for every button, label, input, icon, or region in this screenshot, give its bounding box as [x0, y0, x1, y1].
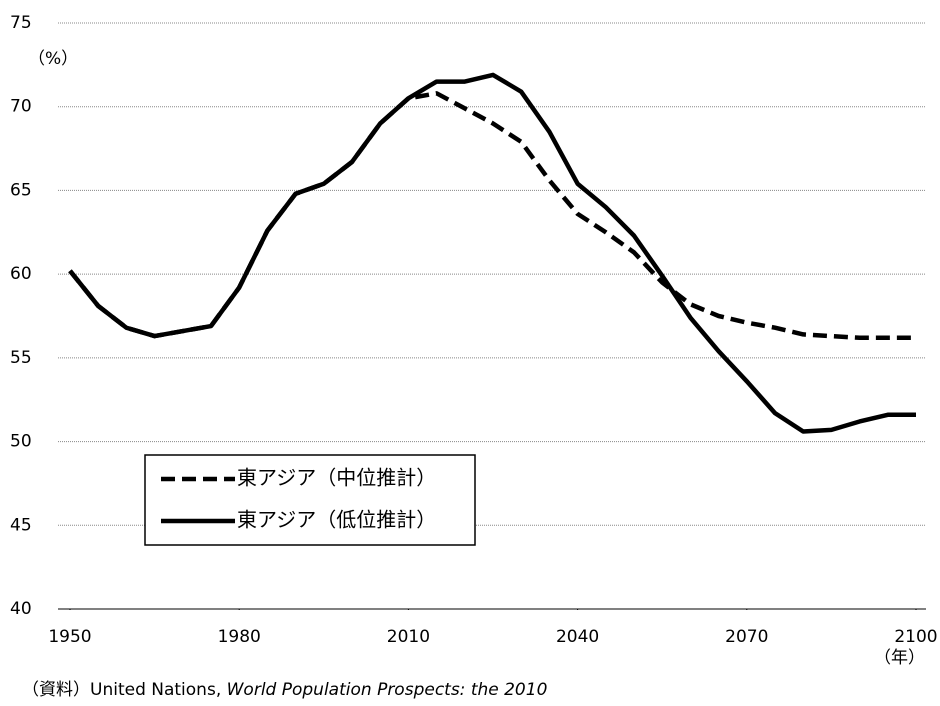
x-tick-label: 1980: [218, 627, 261, 647]
x-tick-label: 1950: [48, 627, 91, 647]
x-tick-label: 2070: [725, 627, 768, 647]
source-title: World Population Prospects: the 2010: [227, 680, 548, 700]
y-tick-label: 50: [10, 432, 32, 452]
x-unit-label: （年）: [874, 648, 925, 668]
legend-box: [144, 454, 476, 546]
series-line: [68, 91, 916, 341]
y-tick-label: 45: [10, 515, 32, 535]
y-unit-label: （%）: [28, 49, 78, 69]
x-tick-label: 2100: [894, 627, 937, 647]
source: （資料）United Nations, World Population Pro…: [22, 680, 547, 700]
x-tick-label: 2010: [387, 627, 430, 647]
y-tick-label: 70: [10, 97, 32, 117]
y-tick-label: 65: [10, 180, 32, 200]
legend-label: 東アジア（低位推計）: [237, 508, 436, 532]
series-line: [68, 72, 916, 434]
y-tick-label: 40: [10, 599, 32, 619]
x-tick-label: 2040: [556, 627, 599, 647]
y-tick-label: 60: [10, 264, 32, 284]
source-prefix: （資料）United Nations,: [22, 680, 227, 700]
legend-label: 東アジア（中位推計）: [237, 466, 436, 490]
y-tick-label: 75: [10, 13, 32, 33]
y-tick-label: 55: [10, 348, 32, 368]
